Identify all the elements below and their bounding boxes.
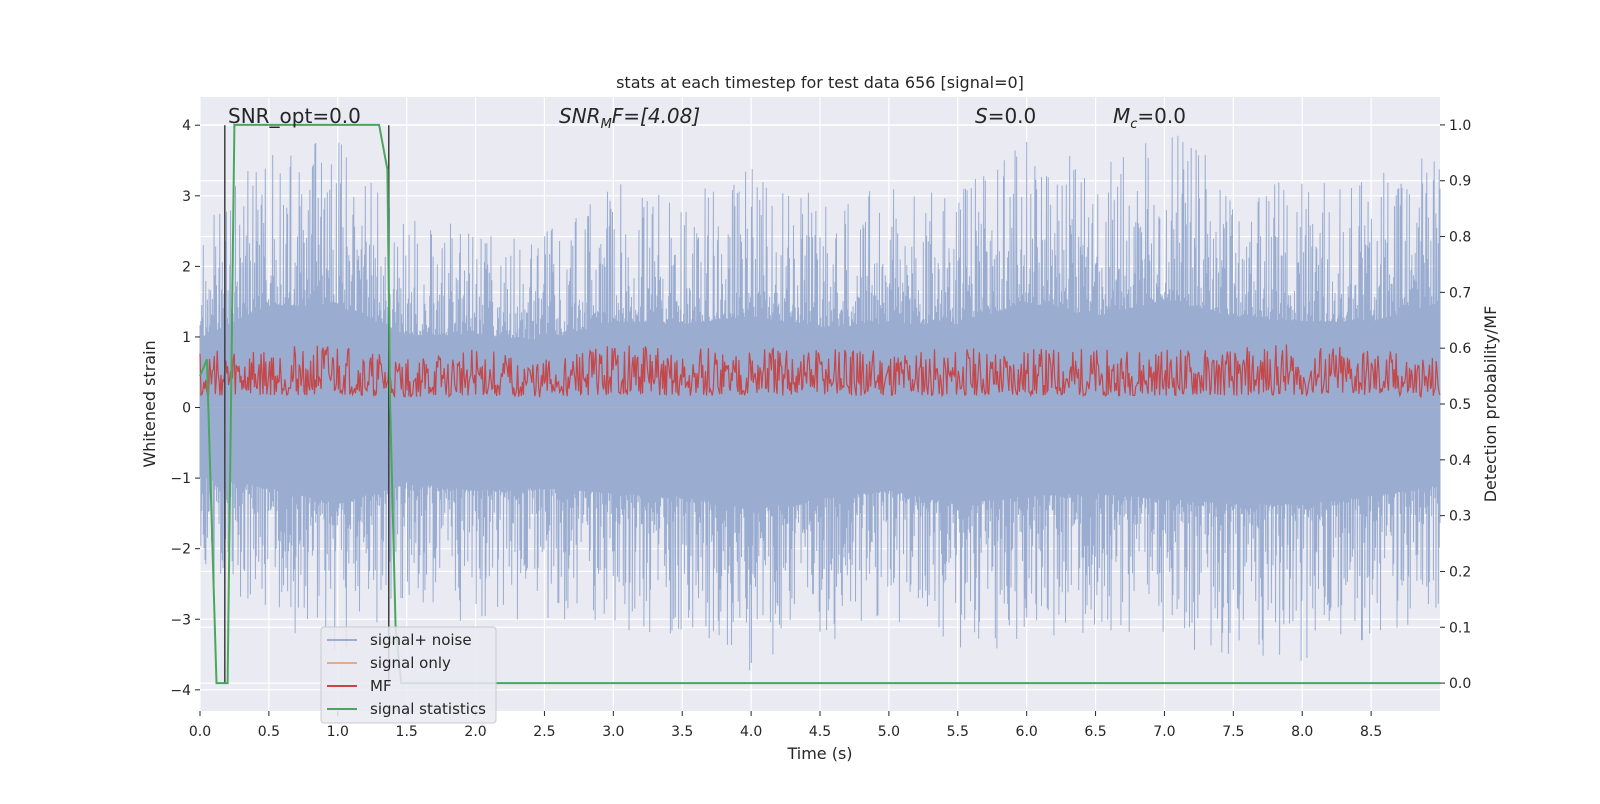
series-signal-statistics-line xyxy=(199,123,1440,685)
x-tick-label: 6.5 xyxy=(1084,724,1106,740)
mf-series-layer xyxy=(199,344,1441,399)
x-tick-label: 5.0 xyxy=(878,724,900,740)
x-tick-label: 5.5 xyxy=(947,724,969,740)
signal-statistics-layer xyxy=(199,123,1440,685)
y-tick-label-left: 0 xyxy=(182,401,191,417)
y-tick-label-right: 0.5 xyxy=(1449,397,1471,413)
y-axis-label-left: Whitened strain xyxy=(140,340,159,467)
x-tick-label: 1.0 xyxy=(327,724,349,740)
annotation-snr-mf-main: SNR xyxy=(559,104,601,128)
y-tick-label-left: −4 xyxy=(170,683,191,699)
y-tick-label-left: −2 xyxy=(170,542,191,558)
y-tick-label-right: 0.0 xyxy=(1449,676,1471,692)
annotation-snr-mf-rest: F=[4.08] xyxy=(612,104,700,128)
y-tick-label-left: 4 xyxy=(182,118,191,134)
annotation-s: S=0.0 xyxy=(975,104,1036,128)
x-tick-label: 2.5 xyxy=(533,724,555,740)
y-tick-label-right: 0.6 xyxy=(1449,341,1471,357)
noise-series-layer xyxy=(199,135,1441,671)
x-tick-label: 7.0 xyxy=(1153,724,1175,740)
y-tick-label-right: 0.2 xyxy=(1449,564,1471,580)
legend-label-mf: MF xyxy=(370,677,392,695)
annotation-mc-sub: c xyxy=(1130,117,1137,132)
chart-title: stats at each timestep for test data 656… xyxy=(616,73,1024,92)
axis-ticks: 0.0 0.5 1.0 1.5 2.0 2.5 3.0 3.5 4.0 4.5 5.0 5.5 6.0 6… xyxy=(170,118,1471,740)
x-tick-label: 2.0 xyxy=(464,724,486,740)
annotation-s-value: =0.0 xyxy=(988,104,1037,128)
y-tick-label-right: 0.9 xyxy=(1449,174,1471,190)
x-tick-label: 3.0 xyxy=(602,724,624,740)
x-tick-label: 7.5 xyxy=(1222,724,1244,740)
x-tick-label: 0.0 xyxy=(189,724,211,740)
series-mf-line xyxy=(199,344,1441,399)
legend-label-signal-statistics: signal statistics xyxy=(370,700,486,718)
y-tick-label-left: 1 xyxy=(182,330,191,346)
y-tick-label-left: −3 xyxy=(170,612,191,628)
legend-box xyxy=(320,626,497,724)
x-tick-label: 8.0 xyxy=(1291,724,1313,740)
annotation-snr-mf: SNRMF=[4.08] xyxy=(559,104,700,132)
y-axis-label-right: Detection probability/MF xyxy=(1481,306,1500,503)
annotation-mc-value: =0.0 xyxy=(1137,104,1186,128)
annotation-snr-mf-sub: M xyxy=(601,117,612,132)
y-tick-label-right: 1.0 xyxy=(1449,118,1471,134)
annotation-snr-opt: SNR_opt=0.0 xyxy=(228,104,361,128)
legend-label-signal-noise: signal+ noise xyxy=(370,631,472,649)
legend: signal+ noise signal only MF signal stat… xyxy=(320,626,497,724)
y-tick-label-right: 0.3 xyxy=(1449,509,1471,525)
annotation-mc: Mc=0.0 xyxy=(1113,104,1186,132)
y-tick-label-right: 0.8 xyxy=(1449,230,1471,246)
x-tick-label: 6.0 xyxy=(1016,724,1038,740)
y-tick-label-right: 0.4 xyxy=(1449,453,1471,469)
y-tick-label-left: −1 xyxy=(170,471,191,487)
legend-label-signal-only: signal only xyxy=(370,654,451,672)
x-tick-label: 8.5 xyxy=(1360,724,1382,740)
y-tick-label-right: 0.7 xyxy=(1449,285,1471,301)
x-tick-label: 3.5 xyxy=(671,724,693,740)
series-signal-noise-line xyxy=(199,135,1441,671)
x-tick-label: 4.5 xyxy=(809,724,831,740)
annotation-mc-main: M xyxy=(1113,104,1130,128)
x-tick-label: 0.5 xyxy=(258,724,280,740)
x-tick-label: 1.5 xyxy=(396,724,418,740)
y-tick-label-right: 0.1 xyxy=(1449,620,1471,636)
y-tick-label-left: 2 xyxy=(182,259,191,275)
x-tick-label: 4.0 xyxy=(740,724,762,740)
x-axis-label: Time (s) xyxy=(786,744,852,763)
annotation-s-symbol: S xyxy=(975,104,988,128)
y-tick-label-left: 3 xyxy=(182,189,191,205)
